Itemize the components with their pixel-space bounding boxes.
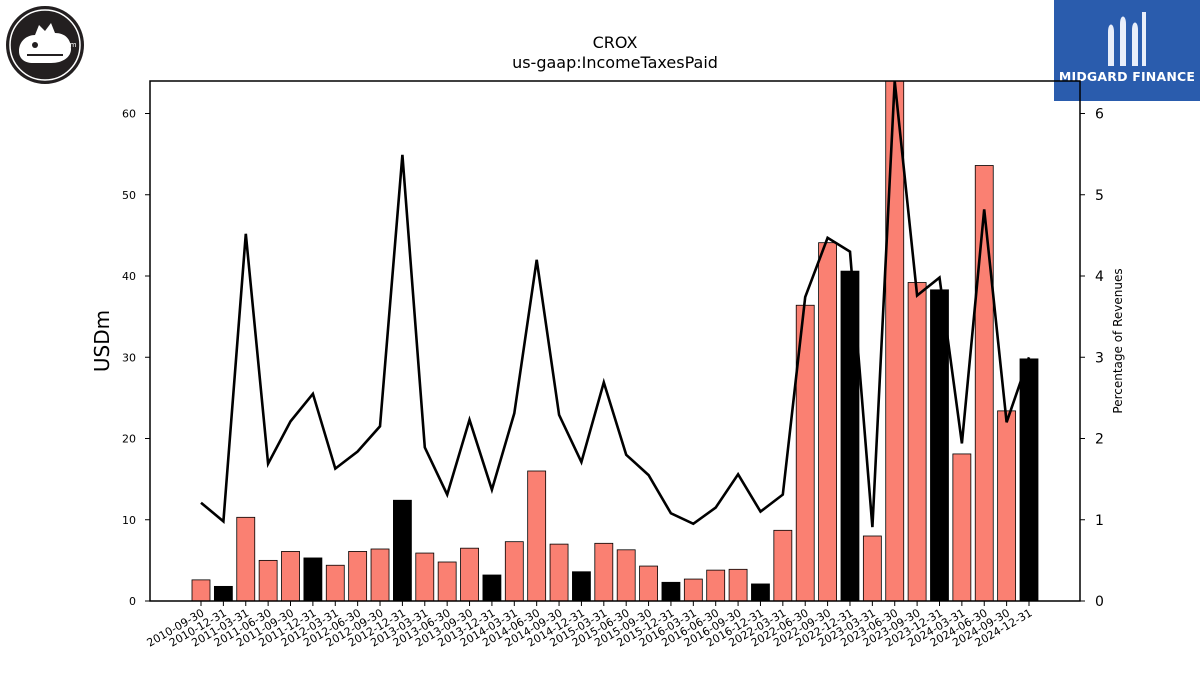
left-tick-label: 50 — [122, 189, 136, 202]
midgard-icon — [1108, 12, 1146, 66]
bar-2011-12-31 — [303, 557, 323, 602]
x-axis-ticks: 2010-09-302010-12-312011-03-312011-06-30… — [145, 601, 1035, 650]
left-axis-ticks: 0 10 20 30 40 50 60 — [122, 108, 150, 608]
left-tick-label: 10 — [122, 514, 136, 527]
bar-2024-12-31 — [1019, 358, 1039, 602]
bar-2024-06-30 — [974, 165, 994, 602]
bar-2016-12-31 — [751, 583, 770, 602]
right-tick-label: 2 — [1095, 432, 1104, 448]
bar-2011-09-30 — [281, 551, 300, 602]
right-tick-label: 4 — [1095, 269, 1104, 285]
bar-2016-03-31 — [683, 578, 703, 602]
bar-2013-12-31 — [482, 574, 502, 602]
bar-2022-09-30 — [818, 242, 837, 602]
bar-2016-06-30 — [706, 569, 726, 602]
bar-2023-06-30 — [885, 80, 905, 602]
crocs-logo: tm — [5, 5, 85, 85]
y2-axis-label: Percentage of Revenues — [1111, 268, 1125, 413]
bar-2023-09-30 — [907, 282, 927, 602]
right-axis-ticks: 0 1 2 3 4 5 6 — [1080, 107, 1104, 610]
bar-2013-06-30 — [437, 561, 457, 602]
right-tick-label: 5 — [1095, 188, 1104, 204]
bar-2015-12-31 — [661, 581, 681, 602]
right-tick-label: 6 — [1095, 107, 1104, 123]
bar-2015-03-31 — [594, 542, 614, 602]
chart-title: CROX — [593, 33, 638, 52]
left-tick-label: 60 — [122, 108, 136, 121]
bar-2023-03-31 — [862, 535, 882, 602]
bar-series — [191, 80, 1039, 602]
bar-2023-12-31 — [930, 289, 949, 602]
bar-2013-09-30 — [460, 547, 479, 602]
bar-2014-06-30 — [527, 470, 547, 602]
tm-mark: tm — [67, 41, 77, 49]
left-tick-label: 30 — [122, 351, 136, 364]
bar-2016-09-30 — [728, 568, 748, 602]
y-axis-label: USDm — [90, 310, 114, 372]
left-tick-label: 20 — [122, 433, 136, 446]
bar-2012-06-30 — [348, 551, 368, 602]
right-tick-label: 1 — [1095, 513, 1104, 529]
left-tick-label: 40 — [122, 270, 136, 283]
bar-2014-09-30 — [549, 543, 569, 602]
bar-2012-09-30 — [370, 548, 390, 602]
bar-2011-06-30 — [258, 559, 278, 602]
plot-frame — [149, 80, 1081, 602]
bar-2015-06-30 — [616, 549, 636, 602]
bar-2015-09-30 — [639, 565, 658, 602]
bar-2024-09-30 — [997, 410, 1017, 602]
chart-subtitle: us-gaap:IncomeTaxesPaid — [512, 53, 718, 72]
bar-2012-03-31 — [325, 564, 345, 602]
bar-2014-12-31 — [572, 571, 591, 602]
bar-2022-03-31 — [773, 529, 793, 602]
bar-2024-03-31 — [952, 453, 972, 602]
bar-2013-03-31 — [415, 552, 435, 602]
bar-2014-03-31 — [504, 541, 524, 602]
bar-2012-12-31 — [393, 499, 412, 602]
brand-name: MIDGARD FINANCE — [1058, 69, 1196, 84]
revenue-percentage-line — [200, 81, 1031, 528]
right-tick-label: 3 — [1095, 350, 1104, 366]
bar-2010-12-31 — [213, 585, 233, 602]
left-tick-label: 0 — [129, 595, 136, 608]
bar-2010-09-30 — [191, 579, 211, 602]
midgard-finance-logo: MIDGARD FINANCE — [1054, 0, 1200, 101]
line-series — [200, 81, 1031, 528]
right-tick-label: 0 — [1095, 594, 1104, 610]
bar-2011-03-31 — [236, 516, 256, 602]
